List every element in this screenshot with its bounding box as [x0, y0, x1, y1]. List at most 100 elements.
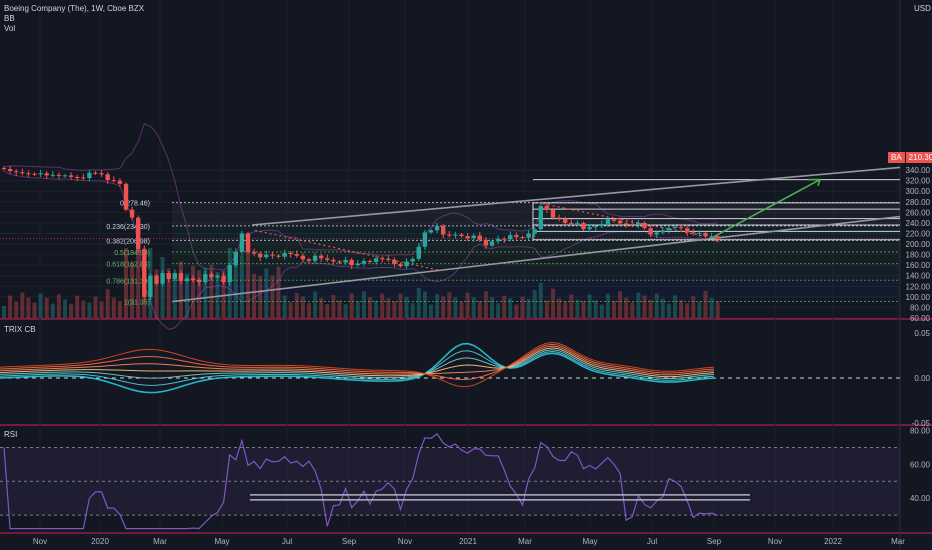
volume-bar	[416, 287, 421, 318]
candle-body	[148, 275, 153, 297]
volume-bar	[441, 296, 446, 318]
fib-level-label: 0.5(184.90)	[114, 250, 150, 257]
time-tick-label: Sep	[707, 537, 722, 546]
volume-bar	[221, 270, 226, 318]
volume-bar	[246, 248, 250, 318]
candle-body	[1, 167, 7, 170]
candle-body	[319, 255, 324, 259]
price-tick-label: 340.00	[906, 166, 931, 175]
indicator-vol-label[interactable]: Vol	[4, 24, 16, 33]
time-tick-label: Nov	[768, 537, 782, 546]
fib-level-label: 1(91.35)	[124, 299, 150, 306]
price-tick-label: 100.00	[906, 293, 931, 302]
volume-bar	[166, 268, 171, 318]
time-tick-label: Mar	[518, 537, 532, 546]
candle-body	[294, 254, 299, 256]
price-tick-label: 280.00	[906, 198, 931, 207]
trix-tick-label: 0.00	[914, 374, 930, 383]
projection-arrowhead	[808, 178, 822, 187]
candle-body	[428, 230, 434, 233]
candle-body	[361, 260, 367, 264]
volume-bar	[63, 299, 67, 318]
price-tick-label: 60.00	[910, 314, 931, 323]
volume-bar	[300, 296, 305, 318]
volume-bar	[471, 297, 476, 318]
volume-bar	[270, 275, 275, 318]
candle-body	[306, 259, 312, 261]
volume-bar	[599, 304, 604, 318]
volume-bar	[551, 288, 555, 318]
volume-bar	[32, 302, 37, 318]
candle-body	[343, 259, 348, 263]
volume-bar	[81, 300, 86, 318]
candle-body	[160, 273, 165, 284]
volume-bar	[398, 293, 403, 318]
volume-bar	[410, 303, 415, 318]
volume-bar	[563, 301, 568, 318]
volume-bar	[605, 293, 610, 318]
volume-bar	[575, 299, 580, 318]
candle-body	[465, 236, 470, 239]
volume-bar	[380, 293, 385, 318]
volume-bar	[2, 306, 6, 318]
volume-bar	[490, 297, 494, 318]
candle-body	[636, 222, 641, 226]
rsi-panel: 80.00 60.00 40.00	[0, 427, 931, 530]
candle-body	[166, 273, 171, 279]
candle-body	[672, 227, 678, 229]
volume-bar	[532, 290, 537, 318]
volume-bar	[612, 300, 616, 318]
candle-body	[453, 234, 458, 236]
candle-body	[569, 222, 574, 224]
volume-bar	[355, 300, 360, 318]
volume-bar	[496, 303, 501, 318]
volume-bar	[264, 268, 269, 318]
volume-bar	[453, 297, 458, 318]
candle-body	[105, 174, 110, 181]
volume-bar	[660, 298, 665, 318]
rsi-panel-label: RSI	[4, 430, 18, 439]
candle-body	[563, 218, 568, 223]
candle-body	[68, 175, 74, 177]
volume-bar	[185, 273, 189, 318]
projection-arrow	[711, 178, 821, 239]
price-tick-label: 240.00	[906, 219, 931, 228]
time-axis: Nov 2020 Mar May Jul Sep Nov 2021 Mar May Jul Sep No…	[33, 537, 905, 546]
candle-body	[477, 235, 482, 240]
candle-body	[239, 233, 245, 252]
candle-body	[611, 219, 617, 221]
volume-bar	[465, 292, 470, 318]
volume-bar	[178, 261, 183, 318]
candle-body	[410, 258, 415, 262]
volume-bar	[56, 294, 61, 318]
rsi-line	[3, 433, 718, 530]
candle-body	[483, 239, 489, 246]
trix-tick-label: 0.05	[914, 329, 930, 338]
volume-bar	[130, 263, 135, 318]
candle-body	[75, 176, 80, 178]
candle-body	[581, 222, 586, 230]
indicator-bb-label[interactable]: BB	[4, 14, 15, 23]
volume-bar	[325, 303, 330, 318]
fibonacci-retracement: 0(278.46) 0.236(234.30) 0.382(206.98) 0.5(1…	[106, 201, 900, 306]
volume-bar	[618, 291, 623, 318]
candle-body	[325, 258, 330, 260]
candle-body	[556, 217, 562, 219]
volume-bar	[679, 300, 684, 318]
volume-bar	[111, 297, 116, 318]
candle-body	[93, 172, 98, 174]
candle-body	[14, 171, 19, 173]
candle-body	[685, 228, 690, 233]
candle-body	[190, 278, 196, 280]
candle-body	[398, 264, 403, 267]
time-tick-label: May	[214, 537, 229, 546]
candle-body	[709, 236, 714, 238]
volume-bar	[361, 291, 366, 318]
volume-bar	[331, 294, 336, 318]
volume-bar	[337, 300, 342, 318]
volume-bar	[386, 298, 391, 318]
volume-bar	[215, 271, 220, 318]
candle-body	[489, 241, 495, 246]
volume-bar	[477, 301, 482, 318]
